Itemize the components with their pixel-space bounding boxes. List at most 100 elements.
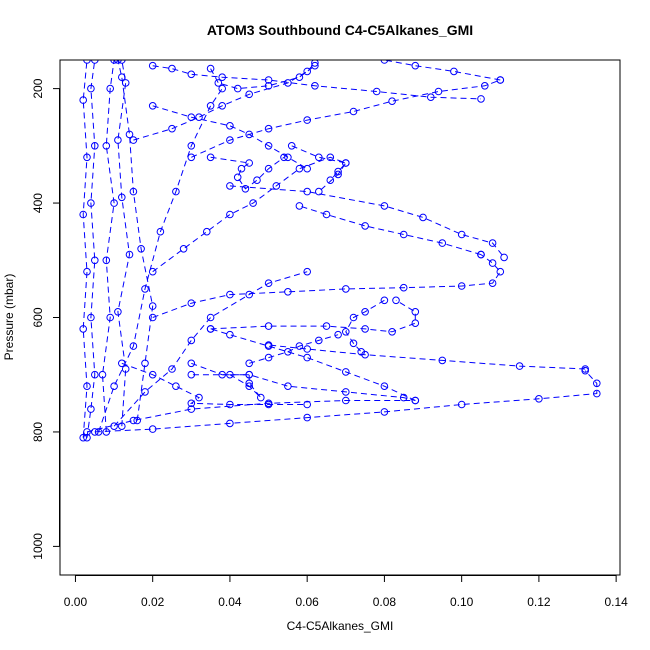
data-point [284, 79, 292, 87]
data-point [372, 87, 381, 96]
data-point [315, 153, 323, 162]
data-point [118, 359, 126, 368]
data-point [156, 227, 165, 236]
data-point [284, 382, 292, 391]
x-tick-label: 0.12 [527, 595, 551, 609]
data-point [168, 64, 176, 73]
data-point [83, 428, 91, 436]
y-tick-label: 800 [31, 422, 45, 442]
data-point [83, 267, 91, 276]
data-point [148, 425, 157, 433]
data-point [388, 97, 396, 105]
data-point [303, 353, 312, 362]
data-point [315, 336, 323, 345]
data-point [245, 290, 253, 299]
data-point [226, 136, 234, 144]
data-point [361, 308, 369, 316]
data-point [79, 433, 87, 442]
series-line [299, 205, 482, 256]
data-point [342, 285, 350, 293]
data-point [110, 382, 118, 391]
y-axis-label: Pressure (mbar) [2, 274, 16, 361]
data-point [349, 313, 358, 322]
series-line [152, 105, 308, 170]
data-point [148, 61, 157, 70]
series-line [229, 185, 505, 258]
data-point [148, 267, 157, 276]
data-point [481, 82, 489, 90]
data-point [488, 279, 497, 288]
series-line [113, 271, 308, 427]
data-point [303, 116, 312, 124]
series-line [86, 60, 96, 438]
data-point [380, 202, 389, 210]
data-point [253, 176, 261, 184]
data-point [79, 325, 87, 333]
data-point [488, 239, 497, 247]
data-point [226, 182, 234, 190]
data-point [581, 365, 590, 373]
data-point [102, 256, 111, 265]
x-axis-label: C4-C5Alkanes_GMI [287, 619, 394, 633]
data-point [91, 142, 99, 150]
data-point [264, 124, 273, 133]
data-point [195, 393, 203, 402]
x-tick-label: 0.06 [295, 595, 319, 609]
data-point [334, 167, 342, 176]
data-point [477, 250, 485, 259]
data-point [195, 113, 203, 121]
series-line [152, 156, 347, 273]
data-point [411, 61, 420, 70]
series-line [291, 145, 347, 181]
data-point [457, 282, 466, 290]
data-point [457, 400, 466, 409]
data-point [79, 96, 87, 104]
data-point [311, 60, 319, 67]
series-line [345, 299, 385, 353]
data-point [245, 359, 253, 368]
data-point [218, 73, 226, 81]
data-point [148, 302, 157, 310]
data-point [361, 325, 369, 333]
data-point [477, 95, 485, 103]
data-point [206, 64, 215, 73]
data-point [342, 396, 350, 405]
series-line [210, 328, 416, 401]
x-tick-label: 0.14 [604, 595, 628, 609]
data-point [515, 362, 524, 370]
data-point [264, 342, 273, 350]
data-point [87, 405, 95, 413]
data-point [287, 142, 296, 150]
y-axis: 200 400 600 800 1000 [31, 78, 60, 560]
data-point [438, 239, 447, 247]
data-point [110, 199, 118, 207]
data-point [593, 389, 601, 398]
data-point [141, 285, 149, 293]
data-point [226, 370, 234, 379]
data-point [106, 313, 114, 322]
y-tick-label: 600 [31, 307, 45, 327]
data-point [114, 136, 122, 144]
series-line [210, 156, 285, 190]
series-line [101, 60, 115, 432]
data-point [342, 368, 350, 376]
data-point [322, 322, 331, 330]
data-point [118, 193, 126, 202]
data-point [241, 185, 250, 193]
data-point [264, 322, 273, 330]
data-point [357, 348, 366, 356]
y-tick-label: 200 [31, 78, 45, 98]
data-point [168, 124, 176, 133]
data-point [87, 84, 95, 93]
data-point [388, 328, 396, 336]
data-point [311, 82, 319, 90]
data-point [98, 370, 107, 379]
series-line [152, 65, 482, 100]
data-point [141, 359, 149, 368]
data-point [295, 342, 304, 350]
data-point [303, 187, 312, 196]
data-point [315, 187, 323, 196]
data-point [148, 370, 157, 379]
data-point [434, 87, 443, 96]
data-point [326, 153, 335, 162]
